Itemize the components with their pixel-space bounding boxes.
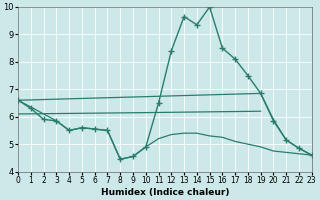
- X-axis label: Humidex (Indice chaleur): Humidex (Indice chaleur): [101, 188, 229, 197]
